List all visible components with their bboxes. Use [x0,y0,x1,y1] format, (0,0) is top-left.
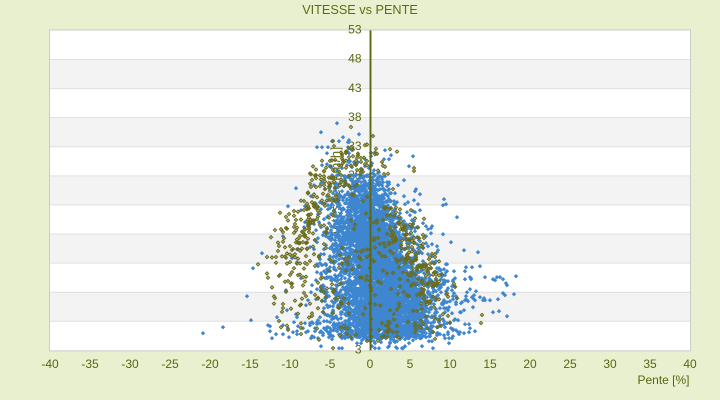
svg-text:25: 25 [563,357,577,371]
svg-text:48: 48 [348,52,362,66]
svg-text:3: 3 [355,343,362,357]
svg-text:10: 10 [443,357,457,371]
svg-text:Pente [%]: Pente [%] [637,373,689,387]
svg-text:20: 20 [523,357,537,371]
svg-text:0: 0 [367,357,374,371]
svg-text:-10: -10 [281,357,299,371]
svg-text:-25: -25 [161,357,179,371]
svg-text:35: 35 [643,357,657,371]
svg-text:-40: -40 [41,357,59,371]
svg-text:-15: -15 [241,357,259,371]
svg-text:43: 43 [348,81,362,95]
svg-text:15: 15 [483,357,497,371]
svg-text:53: 53 [348,23,362,37]
svg-text:-35: -35 [81,357,99,371]
svg-text:VITESSE vs PENTE: VITESSE vs PENTE [302,3,418,17]
svg-text:30: 30 [603,357,617,371]
svg-text:38: 38 [348,110,362,124]
svg-text:-30: -30 [121,357,139,371]
svg-text:5: 5 [407,357,414,371]
svg-text:3: 3 [355,314,362,328]
svg-text:-5: -5 [325,357,336,371]
svg-text:40: 40 [683,357,697,371]
svg-text:-20: -20 [201,357,219,371]
